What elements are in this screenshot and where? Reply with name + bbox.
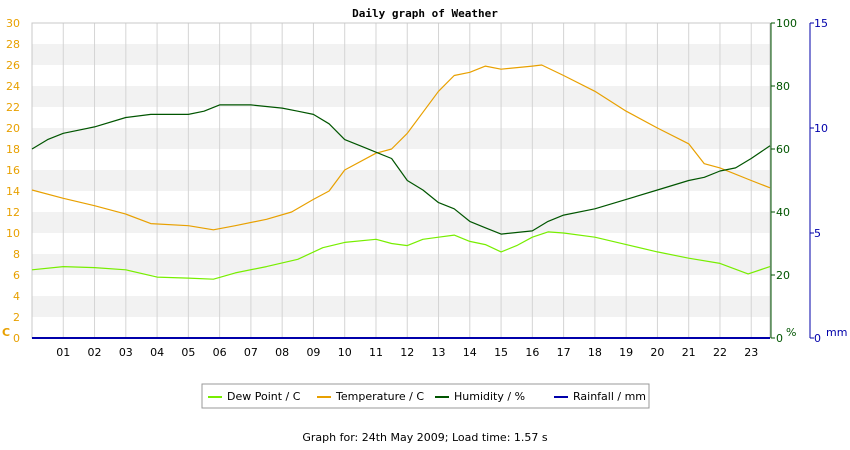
grid-lines bbox=[31, 22, 771, 339]
x-tick-label: 22 bbox=[713, 346, 727, 359]
x-tick-label: 18 bbox=[588, 346, 602, 359]
x-tick-label: 20 bbox=[650, 346, 664, 359]
x-tick-label: 06 bbox=[213, 346, 227, 359]
grid-band bbox=[32, 170, 770, 191]
y-left-tick-label: 26 bbox=[6, 59, 20, 72]
y-right1-tick-label: 20 bbox=[776, 269, 790, 282]
legend-box bbox=[201, 383, 650, 409]
x-tick-label: 14 bbox=[463, 346, 477, 359]
y-left-tick-label: 20 bbox=[6, 122, 20, 135]
x-tick-label: 15 bbox=[494, 346, 508, 359]
x-tick-label: 03 bbox=[119, 346, 133, 359]
x-tick-label: 19 bbox=[619, 346, 633, 359]
y-left-tick-label: 16 bbox=[6, 164, 20, 177]
y-left-tick-label: 4 bbox=[13, 290, 20, 303]
x-tick-label: 21 bbox=[682, 346, 696, 359]
x-tick-label: 12 bbox=[400, 346, 414, 359]
y-left-tick-label: 30 bbox=[6, 17, 20, 30]
legend: Dew Point / C Temperature / C Humidity / %… bbox=[201, 383, 650, 409]
x-tick-label: 08 bbox=[275, 346, 289, 359]
x-tick-label: 23 bbox=[744, 346, 758, 359]
y-left-tick-label: 12 bbox=[6, 206, 20, 219]
x-tick-label: 16 bbox=[525, 346, 539, 359]
y-right2-tick-label: 15 bbox=[814, 17, 828, 30]
legend-label: Humidity / % bbox=[454, 390, 525, 403]
y-left-unit: C bbox=[2, 326, 10, 339]
x-tick-label: 05 bbox=[181, 346, 195, 359]
y-left-tick-label: 2 bbox=[13, 311, 20, 324]
x-tick-label: 02 bbox=[88, 346, 102, 359]
series-line bbox=[31, 64, 771, 231]
x-tick-label: 10 bbox=[338, 346, 352, 359]
legend-label: Temperature / C bbox=[335, 390, 424, 403]
plot-background bbox=[32, 23, 770, 338]
legend-label: Rainfall / mm bbox=[573, 390, 646, 403]
y-left-tick-label: 8 bbox=[13, 248, 20, 261]
y-left-tick-label: 24 bbox=[6, 80, 20, 93]
y-right1-tick-label: 100 bbox=[776, 17, 797, 30]
y-left-tick-label: 0 bbox=[13, 332, 20, 345]
y-right1-tick-label: 80 bbox=[776, 80, 790, 93]
grid-band bbox=[32, 254, 770, 275]
x-tick-label: 17 bbox=[557, 346, 571, 359]
chart-title: Daily graph of Weather bbox=[352, 7, 498, 20]
y-right1-tick-label: 40 bbox=[776, 206, 790, 219]
y-right1-tick-label: 0 bbox=[776, 332, 783, 345]
legend-label: Dew Point / C bbox=[227, 390, 301, 403]
y-left-tick-label: 28 bbox=[6, 38, 20, 51]
y-left-tick-label: 6 bbox=[13, 269, 20, 282]
x-tick-label: 13 bbox=[432, 346, 446, 359]
grid-band bbox=[32, 128, 770, 149]
x-tick-label: 09 bbox=[306, 346, 320, 359]
x-tick-label: 01 bbox=[56, 346, 70, 359]
series-line bbox=[31, 231, 771, 280]
grid-band bbox=[32, 296, 770, 317]
y-left-tick-label: 22 bbox=[6, 101, 20, 114]
y-right2-tick-label: 5 bbox=[814, 227, 821, 240]
footer-info: Graph for: 24th May 2009; Load time: 1.5… bbox=[302, 431, 548, 444]
x-tick-label: 07 bbox=[244, 346, 258, 359]
grid-band bbox=[32, 212, 770, 233]
y-left-tick-label: 14 bbox=[6, 185, 20, 198]
x-tick-label: 11 bbox=[369, 346, 383, 359]
y-left-tick-label: 10 bbox=[6, 227, 20, 240]
y-right2-tick-label: 0 bbox=[814, 332, 821, 345]
grid-band bbox=[32, 44, 770, 65]
y-right2-tick-label: 10 bbox=[814, 122, 828, 135]
y-right1-unit: % bbox=[786, 326, 796, 339]
x-tick-label: 04 bbox=[150, 346, 164, 359]
grid-band bbox=[32, 86, 770, 107]
y-right2-unit: mm bbox=[826, 326, 847, 339]
y-right1-tick-label: 60 bbox=[776, 143, 790, 156]
series-line bbox=[31, 104, 771, 235]
y-left-tick-label: 18 bbox=[6, 143, 20, 156]
